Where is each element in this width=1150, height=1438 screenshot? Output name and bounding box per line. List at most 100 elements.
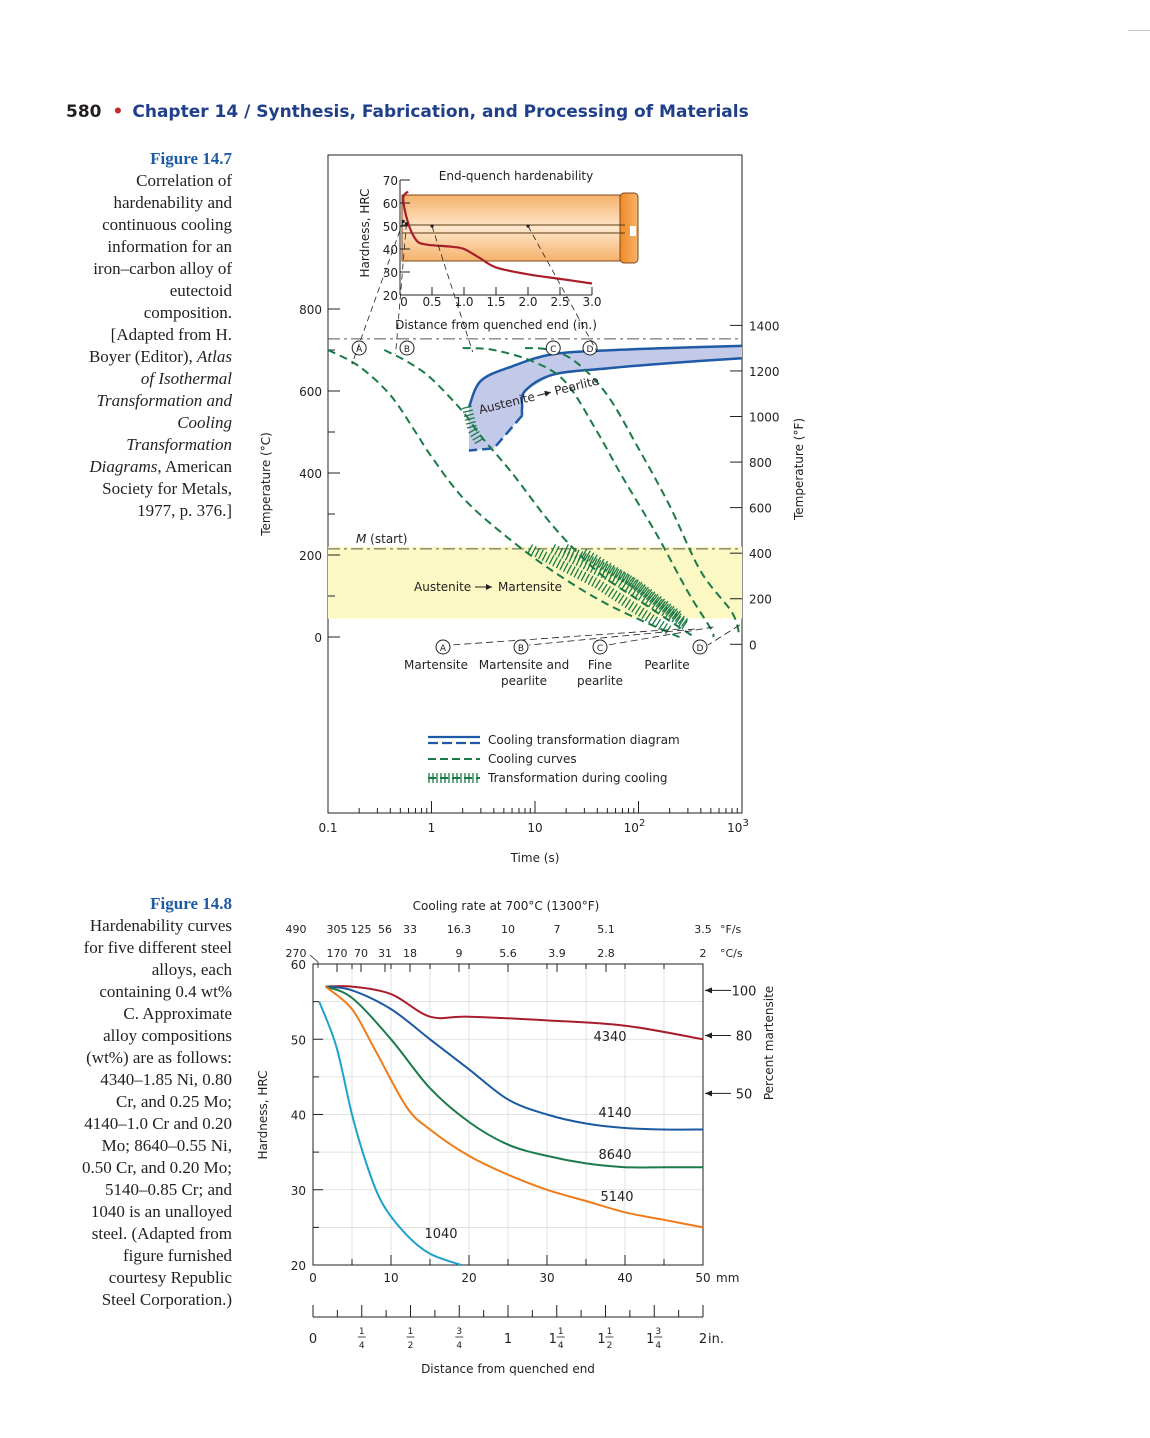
inch-label-numerator: 3 [655,1327,661,1337]
martensite-arrow-head [705,1032,712,1039]
curve-marker-letter: C [550,345,556,355]
figure-14-8-caption-line: Hardenability curves [89,916,232,935]
y-axis-label-left: Temperature (°C) [259,432,273,537]
transformation-hatch [658,620,665,630]
transformation-hatch [466,424,477,429]
product-leader [528,628,695,646]
inch-label-denominator: 2 [607,1341,613,1351]
inset-leader-dot [430,224,434,228]
inch-label-denominator: 4 [456,1341,462,1351]
m-start-label: M (start) [356,532,408,546]
inch-label-whole: 1 [597,1332,605,1347]
transformation-hatch [609,567,616,577]
y-tick-label-left: 0 [314,631,322,645]
cooling-rate-title: Cooling rate at 700°C (1300°F) [413,899,600,913]
transformation-hatch [548,555,555,565]
hardenability-curve-5140 [324,985,704,1229]
rate-f-label: 16.3 [447,923,472,936]
inset-y-tick-label: 60 [383,197,398,211]
transformation-hatch [617,578,625,588]
martensite-percent-label: 80 [736,1029,753,1044]
figure-14-8-caption-line: Cr, and 0.25 Mo; [116,1092,232,1111]
product-leader [707,624,740,646]
specimen-rod [401,194,635,262]
inch-label: 0 [309,1332,317,1347]
x-tick-label: 10 [527,821,542,835]
series-label-8640: 8640 [598,1148,631,1163]
series-label-4340: 4340 [593,1030,626,1045]
transformation-hatch [664,603,672,613]
product-marker-letter: D [697,644,704,654]
x-tick-label: 102 [624,818,646,835]
page-number: 580 [66,102,102,122]
y-tick-label-left: 400 [299,467,322,481]
hardenability-curve-4140 [325,985,704,1131]
transformation-hatch [621,596,628,606]
figure-14-7-caption-text: Correlation of hardenability and continuou… [32,170,232,522]
cooling-curve-a [327,349,681,638]
transformation-hatch [615,569,622,579]
transformation-hatch [530,545,537,556]
x-tick-label-mm: 20 [461,1271,476,1285]
y-tick-label-left: 800 [299,303,322,317]
transformation-hatch [654,596,662,605]
transformation-hatch [592,558,598,568]
transformation-hatch [617,570,623,581]
page-corner-mark [1128,30,1150,31]
rate-c-label: 170 [327,947,348,960]
figure-14-7-caption-line: composition. [143,303,232,322]
transformation-hatch [562,562,569,573]
inset-y-tick-label: 50 [383,220,398,234]
transformation-hatch [607,588,615,598]
x-tick-label-mm: 10 [383,1271,398,1285]
transformation-hatch [577,551,584,561]
figure-14-7-caption-line: Diagrams, American [89,457,232,476]
figure-14-8-caption-line: alloy compositions [103,1026,232,1045]
x-tick-label-mm: 40 [617,1271,632,1285]
transformation-hatch [632,579,639,589]
transformation-hatch [648,591,656,601]
transformation-hatch [648,614,655,624]
inset-y-label: Hardness, HRC [358,189,372,278]
inch-label-numerator: 1 [408,1327,414,1337]
inset-x-tick-label: 0 [400,295,408,309]
y-tick-label-left: 600 [299,385,322,399]
inset-leader-line [395,223,407,355]
transformation-hatch [580,571,587,582]
transformation-hatch [601,560,609,571]
product-leader [450,628,680,646]
inch-label-denominator: 4 [359,1341,365,1351]
x-tick-exponent: 2 [639,818,645,829]
transformation-hatch [625,575,632,585]
transformation-hatch [527,544,534,554]
figure-14-8-caption-line: steel. (Adapted from [91,1224,232,1243]
transformation-hatch [641,609,648,620]
figure-14-7-caption: Figure 14.7 Correlation of hardenability … [32,148,232,522]
transformation-hatch [678,617,685,628]
transformation-hatch [569,566,576,576]
transform-arrow-head [486,584,492,590]
transformation-hatch [630,579,638,588]
transformation-hatch [613,568,620,579]
series-label-1040: 1040 [424,1227,457,1242]
figure-14-8-caption-line: containing 0.4 wt% [99,982,232,1001]
chapter-title: Chapter 14 / Synthesis, Fabrication, and… [132,102,749,122]
transformation-hatch [639,586,647,596]
inch-label-denominator: 4 [558,1341,564,1351]
transformation-hatch [474,437,484,445]
figure-14-8-caption-line: 4140–1.0 Cr and 0.20 [84,1114,232,1133]
rate-f-label: 33 [403,923,417,936]
figure-14-8-caption-line: figure furnished [122,1246,232,1265]
x-tick-label: 103 [727,818,749,835]
transformation-hatch [574,549,580,559]
figure-14-7-caption-line: eutectoid [169,281,232,300]
figure-14-8-caption-line: alloys, each [151,960,232,979]
inset-x-tick-label: 1.0 [454,295,473,309]
transformation-hatch [674,613,682,622]
figure-14-7-caption-line: Transformation and [96,391,232,410]
curve-marker-circle [545,340,561,356]
transformation-hatch [599,561,605,572]
transformation-hatch [581,548,588,558]
y-axis-label-right: Temperature (°F) [792,418,806,521]
